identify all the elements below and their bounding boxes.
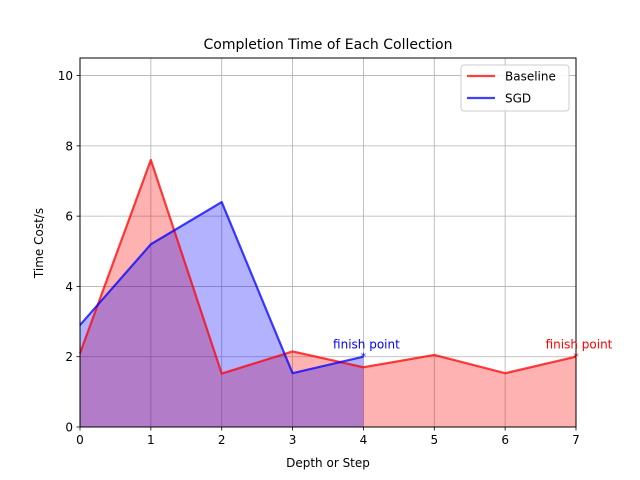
y-tick-label: 8 bbox=[65, 139, 73, 153]
y-tick-label: 2 bbox=[65, 350, 73, 364]
baseline-line bbox=[78, 158, 577, 375]
x-tick-label: 2 bbox=[218, 433, 226, 447]
sgd-area bbox=[80, 202, 364, 427]
series-lines bbox=[78, 158, 577, 375]
finish-point-marker: * bbox=[361, 351, 367, 364]
x-tick-label: 6 bbox=[501, 433, 509, 447]
y-tick-label: 4 bbox=[65, 280, 73, 294]
legend-label: Baseline bbox=[505, 70, 556, 84]
x-tick-label: 1 bbox=[147, 433, 155, 447]
x-tick-label: 0 bbox=[76, 433, 84, 447]
y-tick-label: 10 bbox=[58, 69, 73, 83]
chart-title: Completion Time of Each Collection bbox=[204, 37, 453, 53]
x-axis-title: Depth or Step bbox=[286, 456, 370, 470]
legend-label: SGD bbox=[505, 92, 531, 106]
plot-frame bbox=[79, 57, 577, 428]
y-axis-title: Time Cost/s bbox=[32, 208, 46, 279]
sgd-line bbox=[79, 200, 364, 375]
axis-ticks: 0 1 2 3 4 5 6 7 0 2 4 6 8 10 bbox=[58, 69, 580, 447]
y-tick-label: 6 bbox=[65, 210, 73, 224]
finish-point-label: finish point bbox=[546, 338, 613, 352]
x-tick-label: 4 bbox=[360, 433, 368, 447]
legend: Baseline SGD bbox=[460, 64, 570, 112]
x-tick-label: 5 bbox=[430, 433, 438, 447]
annotations: finish point finish point bbox=[333, 338, 613, 352]
finish-point-label: finish point bbox=[333, 338, 400, 352]
y-tick-label: 0 bbox=[65, 421, 73, 435]
x-tick-label: 7 bbox=[572, 433, 580, 447]
x-tick-label: 3 bbox=[289, 433, 297, 447]
